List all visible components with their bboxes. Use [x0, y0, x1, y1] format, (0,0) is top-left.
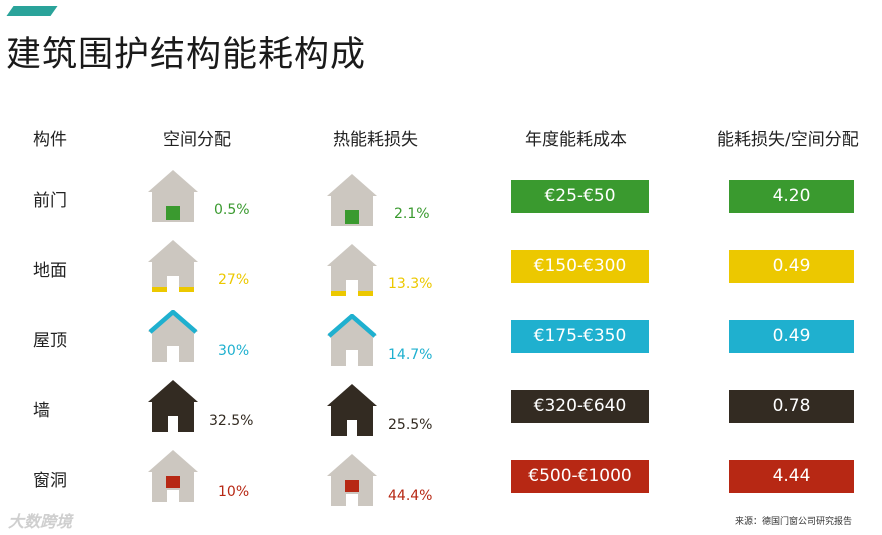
- page-title: 建筑围护结构能耗构成: [6, 35, 367, 75]
- annual-cost-box: €150-€300: [511, 250, 649, 283]
- ratio-box: 0.49: [729, 320, 854, 353]
- watermark-logo: 大数跨境: [8, 512, 73, 531]
- source-note: 来源：德国门窗公司研究报告: [734, 517, 852, 527]
- row-label: 屋顶: [33, 331, 67, 351]
- heat-loss-label: 25.5%: [388, 417, 433, 433]
- header-annual-cost: 年度能耗成本: [525, 130, 627, 150]
- ratio-box: 4.44: [729, 460, 854, 493]
- house-heat-loss-icon: [327, 384, 377, 436]
- row-label: 地面: [33, 261, 67, 281]
- title-accent-bar: [6, 6, 58, 16]
- house-heat-loss-icon: [327, 244, 377, 296]
- house-heat-loss-icon: [327, 174, 377, 226]
- annual-cost-box: €500-€1000: [511, 460, 649, 493]
- space-share-label: 32.5%: [209, 413, 254, 429]
- heat-loss-label: 44.4%: [388, 488, 433, 504]
- space-share-label: 30%: [218, 343, 250, 359]
- ratio-box: 4.20: [729, 180, 854, 213]
- house-space-icon: [148, 380, 198, 432]
- heat-loss-label: 14.7%: [388, 347, 433, 363]
- annual-cost-box: €320-€640: [511, 390, 649, 423]
- header-space: 空间分配: [163, 130, 231, 150]
- house-space-icon: [148, 240, 198, 292]
- header-ratio: 能耗损失/空间分配: [717, 130, 859, 150]
- header-component: 构件: [33, 130, 67, 150]
- header-heat-loss: 热能耗损失: [333, 130, 418, 150]
- row-label: 前门: [33, 191, 67, 211]
- space-share-label: 27%: [218, 272, 250, 288]
- ratio-box: 0.78: [729, 390, 854, 423]
- ratio-box: 0.49: [729, 250, 854, 283]
- house-heat-loss-icon: [327, 454, 377, 506]
- row-label: 墙: [33, 401, 50, 421]
- heat-loss-label: 2.1%: [394, 206, 430, 222]
- row-label: 窗洞: [33, 471, 67, 491]
- house-space-icon: [148, 170, 198, 222]
- space-share-label: 0.5%: [214, 202, 250, 218]
- space-share-label: 10%: [218, 484, 250, 500]
- annual-cost-box: €25-€50: [511, 180, 649, 213]
- house-space-icon: [148, 450, 198, 502]
- house-space-icon: [148, 309, 198, 362]
- house-heat-loss-icon: [327, 313, 377, 366]
- annual-cost-box: €175-€350: [511, 320, 649, 353]
- heat-loss-label: 13.3%: [388, 276, 433, 292]
